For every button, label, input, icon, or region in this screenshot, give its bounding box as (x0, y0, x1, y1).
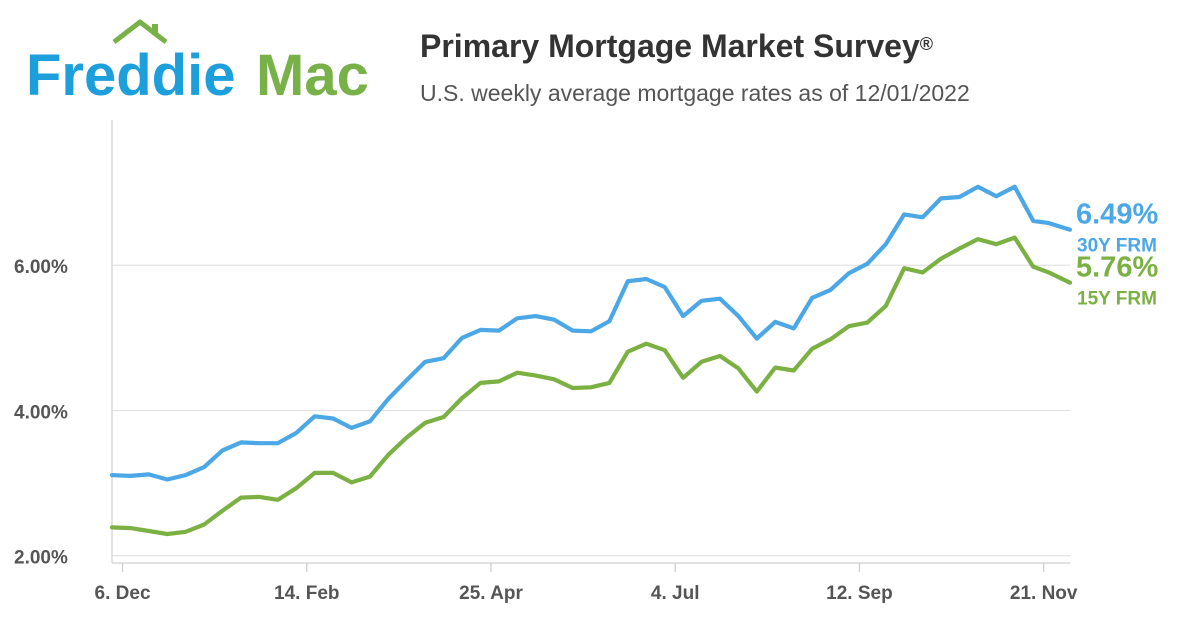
registered-mark: ® (919, 34, 934, 54)
freddie-mac-logo: Freddie Mac (22, 18, 382, 108)
x-tick-label: 21. Nov (1010, 583, 1078, 604)
chart-title: Primary Mortgage Market Survey® (420, 26, 1180, 66)
chart-title-text: Primary Mortgage Market Survey (420, 28, 920, 64)
y-tick-label: 4.00% (14, 402, 68, 423)
x-tick-label: 14. Feb (274, 583, 339, 604)
series-label-15y-frm: 15Y FRM (1077, 289, 1157, 310)
chimney-icon (152, 24, 158, 35)
x-tick-label: 4. Jul (651, 583, 700, 604)
plot-area (112, 120, 1070, 563)
roof-icon (112, 19, 168, 44)
chart-header: Primary Mortgage Market Survey® U.S. wee… (420, 26, 1180, 108)
chart-subtitle: U.S. weekly average mortgage rates as of… (420, 80, 970, 106)
y-tick-label: 6.00% (14, 257, 68, 278)
end-value-15y-frm: 5.76% (1076, 252, 1158, 284)
series-label-30y-frm: 30Y FRM (1077, 236, 1157, 257)
logo-word-freddie: Freddie (26, 43, 236, 108)
x-tick-label: 6. Dec (95, 583, 151, 604)
end-value-30y-frm: 6.49% (1076, 199, 1158, 231)
x-tick-label: 12. Sep (826, 583, 893, 604)
y-tick-label: 2.00% (14, 548, 68, 569)
x-tick-label: 25. Apr (459, 583, 523, 604)
logo-word-mac: Mac (256, 43, 369, 108)
